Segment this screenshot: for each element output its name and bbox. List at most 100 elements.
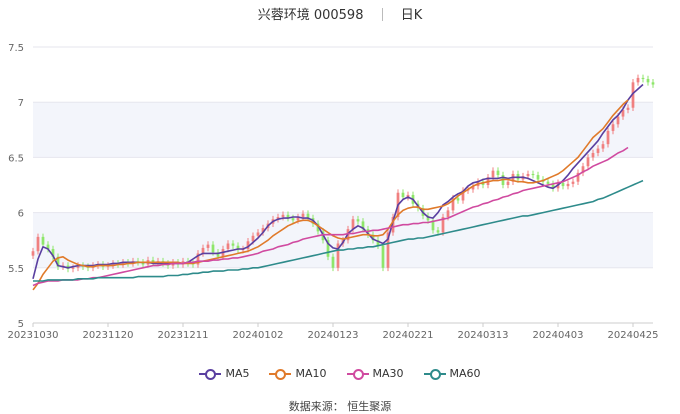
y-tick-label: 7 — [18, 98, 24, 109]
candle-body — [546, 181, 550, 184]
candle-body — [296, 217, 300, 221]
candle-body — [71, 267, 75, 269]
y-tick-label: 7.5 — [8, 43, 24, 54]
candle-body — [206, 244, 210, 248]
candle-body — [636, 77, 640, 83]
candle-body — [611, 124, 615, 131]
candle-body — [216, 252, 220, 257]
legend-label: MA5 — [225, 367, 250, 380]
legend-swatch — [346, 368, 369, 380]
x-tick-label: 20231120 — [83, 330, 134, 341]
candle-body — [361, 221, 365, 230]
legend-swatch — [269, 368, 292, 380]
x-tick-label: 20240123 — [308, 330, 359, 341]
legend-label: MA30 — [372, 367, 404, 380]
candle-body — [231, 243, 235, 246]
stock-name: 兴蓉环境 — [257, 8, 310, 23]
candle-body — [371, 234, 375, 241]
candle-body — [491, 170, 495, 178]
candle-body — [336, 243, 340, 268]
candle-body — [626, 107, 630, 110]
legend-swatch-marker — [205, 368, 217, 380]
candle-body — [246, 241, 250, 250]
x-tick-label: 20240102 — [233, 330, 284, 341]
candle-body — [471, 186, 475, 190]
candle-body — [281, 214, 285, 218]
candle-body — [426, 215, 430, 221]
candle-body — [581, 166, 585, 173]
legend-swatch-marker — [429, 368, 441, 380]
candle-body — [566, 183, 570, 187]
candle-body — [151, 260, 155, 263]
candle-body — [316, 223, 320, 232]
candle-body — [631, 82, 635, 108]
x-tick-label: 20231211 — [158, 330, 209, 341]
plot-band — [33, 47, 653, 103]
legend-swatch-marker — [352, 368, 364, 380]
candle-body — [301, 213, 305, 218]
candle-body — [591, 152, 595, 158]
ma-line-ma30 — [32, 146, 629, 287]
candle-body — [236, 245, 240, 251]
candle-body — [291, 218, 295, 221]
candle-body — [331, 256, 335, 268]
candle-body — [646, 79, 650, 83]
candle-body — [261, 228, 265, 233]
candle-body — [451, 198, 455, 211]
chart-title: 兴蓉环境 000598 日K — [0, 4, 680, 23]
legend: MA5 MA10 MA30 MA60 — [0, 367, 680, 380]
legend-item-ma30[interactable]: MA30 — [346, 367, 404, 380]
candle-body — [596, 148, 600, 153]
candle-body — [356, 219, 360, 222]
candle-body — [456, 198, 460, 201]
candle-body — [586, 157, 590, 167]
candle-body — [226, 243, 230, 250]
x-tick-label: 20240221 — [383, 330, 434, 341]
legend-item-ma60[interactable]: MA60 — [423, 367, 481, 380]
candle-body — [571, 181, 575, 184]
legend-item-ma10[interactable]: MA10 — [269, 367, 327, 380]
candle-body — [111, 263, 115, 266]
candle-body — [386, 232, 390, 268]
candle-body — [196, 253, 200, 265]
y-tick-label: 5 — [18, 319, 24, 330]
candle-body — [211, 244, 215, 253]
candle-body — [601, 144, 605, 149]
x-axis: 20231030 20231120 20231211 20240102 20240123… — [8, 322, 658, 341]
candle-body — [31, 251, 35, 256]
candle-body — [286, 214, 290, 219]
candle-body — [651, 82, 655, 85]
x-tick-label: 20240403 — [533, 330, 584, 341]
candle-body — [46, 244, 50, 250]
candle-body — [641, 77, 645, 80]
legend-label: MA10 — [295, 367, 327, 380]
candle-body — [391, 217, 395, 233]
y-tick-label: 6.5 — [8, 153, 24, 164]
plot-band — [33, 102, 653, 158]
ma-line-ma60 — [33, 179, 644, 282]
candle-body — [441, 217, 445, 233]
plot-band — [33, 267, 653, 323]
candle-body — [536, 175, 540, 180]
plot-bands — [33, 47, 653, 323]
legend-item-ma5[interactable]: MA5 — [199, 367, 249, 380]
candle-body — [381, 245, 385, 268]
candle-body — [256, 232, 260, 236]
candle-body — [436, 230, 440, 233]
candle-body — [376, 240, 380, 246]
stock-code: 000598 — [313, 8, 364, 23]
candle-body — [576, 172, 580, 182]
candle-body — [431, 220, 435, 231]
candle-body — [606, 130, 610, 145]
candle-body — [306, 213, 310, 219]
candle-body — [496, 170, 500, 176]
candle-body — [526, 173, 530, 177]
title-divider — [381, 8, 383, 21]
candle-body — [401, 192, 405, 198]
candle-body — [251, 235, 255, 242]
candle-body — [621, 109, 625, 117]
y-tick-label: 5.5 — [8, 264, 24, 275]
plot-band — [33, 157, 653, 213]
candle-body — [76, 265, 80, 268]
x-tick-label: 20240313 — [458, 330, 509, 341]
